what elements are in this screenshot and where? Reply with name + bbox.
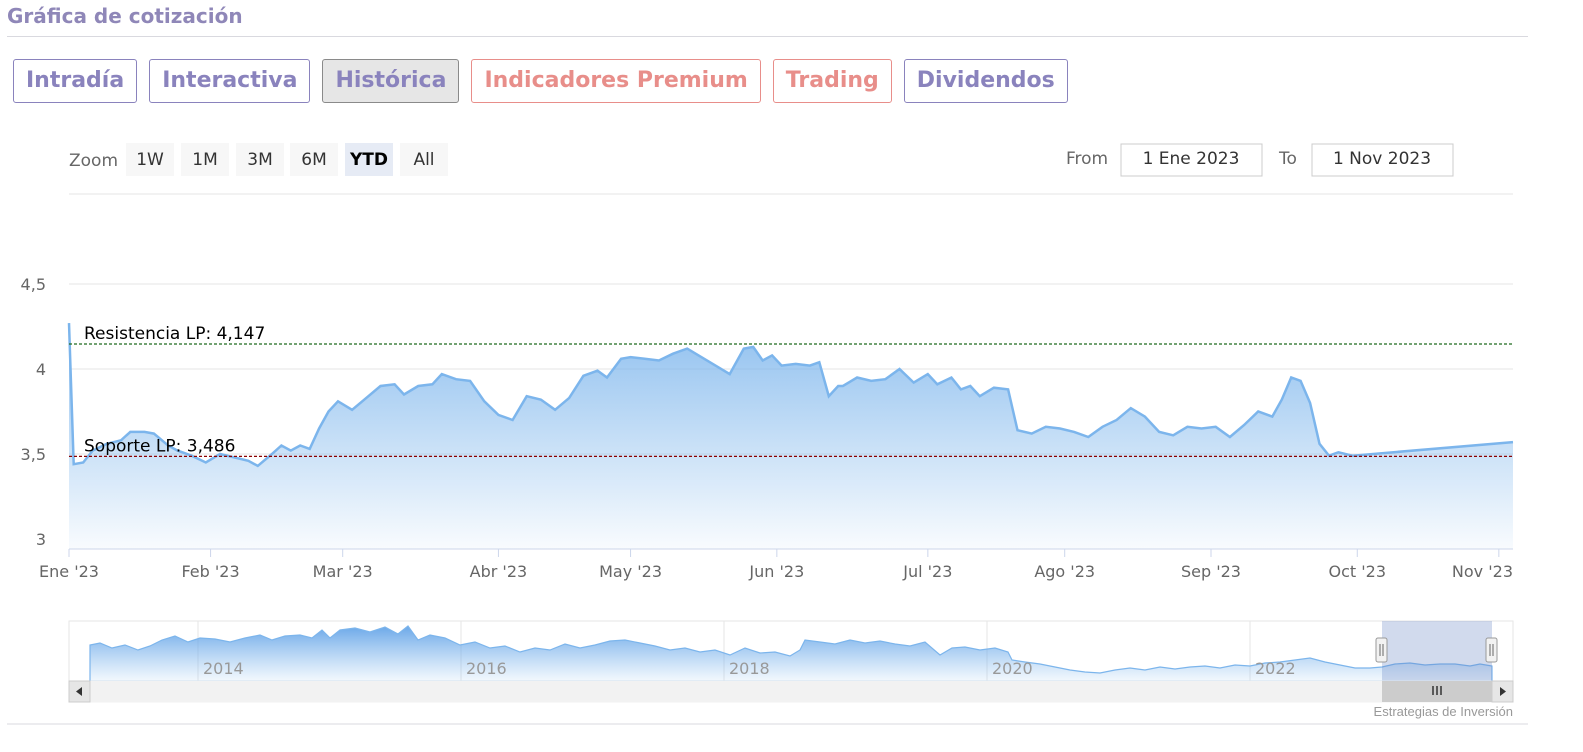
zoom-button-1w[interactable] — [126, 143, 174, 176]
tab-indicadores-premium[interactable]: Indicadores Premium — [471, 59, 761, 103]
navigator-left-handle[interactable] — [1375, 637, 1388, 663]
navigator-year-labels: 2014 2016 2018 2020 2022 — [203, 659, 1296, 678]
scroll-left-icon — [76, 687, 82, 696]
zoom-button-ytd[interactable] — [345, 143, 393, 176]
zoom-button-1m[interactable] — [181, 143, 229, 176]
zoom-buttons: 1W 1M 3M 6M YTD All — [126, 143, 448, 176]
zoom-button-all[interactable] — [400, 143, 448, 176]
to-date-value: 1 Nov 2023 — [1333, 149, 1431, 169]
section-title: Gráfica de cotización — [7, 4, 243, 28]
x-tick-label: Jun '23 — [748, 562, 804, 581]
section-divider — [7, 36, 1528, 37]
y-tick-label: 4,5 — [21, 275, 46, 294]
zoom-button-3m[interactable] — [236, 143, 284, 176]
resistance-label: Resistencia LP: 4,147 — [84, 324, 265, 344]
x-tick-label: Abr '23 — [470, 562, 528, 581]
price-line — [67, 323, 1514, 468]
x-tick-label: Ene '23 — [39, 562, 99, 581]
x-tick-label: Jul '23 — [902, 562, 952, 581]
zoom-label: Zoom — [69, 151, 118, 171]
x-tick-label: May '23 — [599, 562, 662, 581]
x-tick-label: Nov '23 — [1452, 562, 1513, 581]
zoom-button-label: All — [413, 150, 434, 170]
navigator-series — [89, 625, 1493, 682]
support-label: Soporte LP: 3,486 — [84, 436, 235, 456]
navigator-selected-range[interactable] — [1382, 621, 1492, 681]
tab-interactiva[interactable]: Interactiva — [149, 59, 311, 103]
navigator[interactable]: 2014 2016 2018 2020 2022 — [68, 620, 1514, 682]
x-tick-label: Ago '23 — [1034, 562, 1095, 581]
to-date-input[interactable] — [1311, 143, 1454, 177]
price-chart: Zoom 1W 1M 3M 6M YTD All From 1 Ene 2023 To 1… — [7, 143, 1528, 725]
x-tick-label: Feb '23 — [181, 562, 239, 581]
zoom-button-label: 1M — [192, 150, 217, 170]
chart-tabs: Intradía Interactiva Histórica Indicador… — [13, 59, 1068, 103]
x-axis: Ene '23 Feb '23 Mar '23 Abr '23 May '23 Jun '… — [39, 549, 1513, 581]
from-date-input[interactable] — [1120, 143, 1263, 177]
scrollbar[interactable] — [68, 680, 1514, 703]
chart-credits: Estrategias de Inversión — [1374, 704, 1513, 719]
to-label: To — [1278, 149, 1297, 169]
x-tick-label: Oct '23 — [1329, 562, 1387, 581]
price-area — [69, 323, 1513, 549]
tab-intradia[interactable]: Intradía — [13, 59, 138, 103]
x-tick-label: Sep '23 — [1181, 562, 1241, 581]
scroll-right-icon — [1500, 687, 1506, 696]
tab-trading[interactable]: Trading — [772, 59, 892, 103]
y-tick-label: 4 — [36, 360, 46, 379]
scrollbar-grip-icon — [1432, 686, 1442, 695]
zoom-button-label: 6M — [301, 150, 326, 170]
zoom-button-label: 1W — [136, 150, 164, 170]
navigator-right-handle[interactable] — [1485, 637, 1498, 663]
scrollbar-track[interactable] — [68, 680, 1514, 703]
y-axis: 3 3,5 4 4,5 — [21, 275, 46, 549]
from-label: From — [1066, 149, 1108, 169]
svg-text:2020: 2020 — [992, 659, 1033, 678]
zoom-button-label: YTD — [349, 150, 388, 170]
tab-dividendos[interactable]: Dividendos — [903, 59, 1068, 103]
zoom-button-label: 3M — [247, 150, 272, 170]
zoom-button-6m[interactable] — [290, 143, 338, 176]
from-date-value: 1 Ene 2023 — [1143, 149, 1240, 169]
tab-historica[interactable]: Histórica — [322, 59, 460, 103]
y-tick-label: 3,5 — [21, 445, 46, 464]
svg-text:2022: 2022 — [1255, 659, 1296, 678]
svg-text:2014: 2014 — [203, 659, 244, 678]
x-tick-label: Mar '23 — [313, 562, 373, 581]
y-tick-label: 3 — [36, 530, 46, 549]
svg-text:2016: 2016 — [466, 659, 507, 678]
svg-text:2018: 2018 — [729, 659, 770, 678]
plot-lines: Resistencia LP: 4,147 Soporte LP: 3,486 — [69, 324, 1513, 457]
